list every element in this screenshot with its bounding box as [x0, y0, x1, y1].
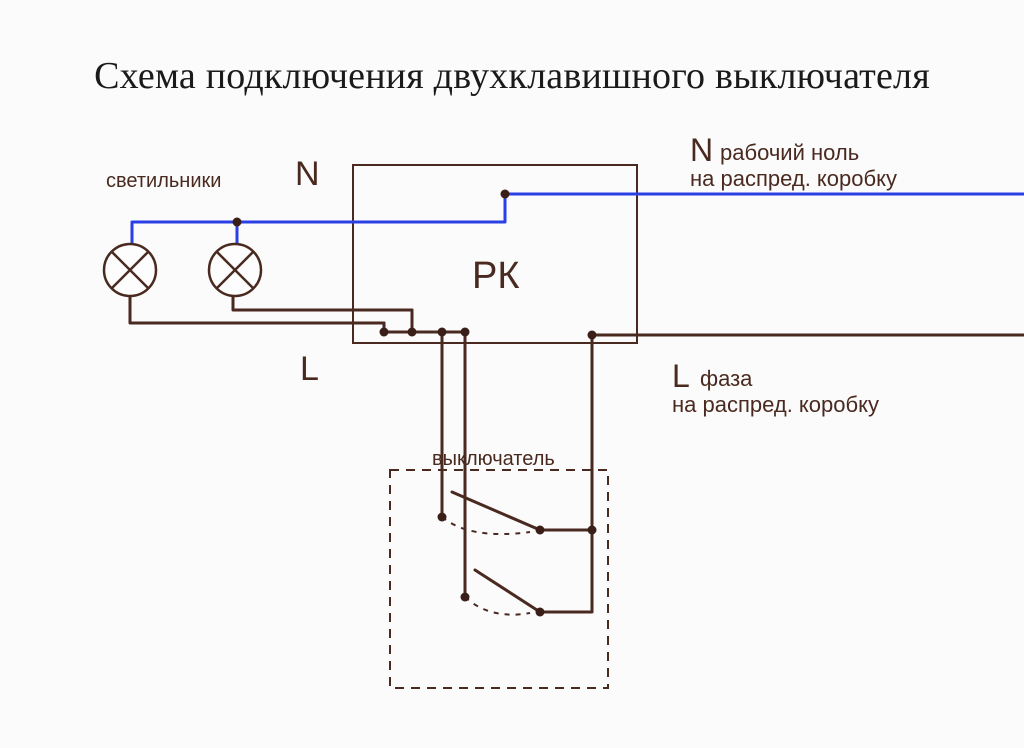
wiring-diagram: [0, 0, 1024, 748]
line-wire-2: [233, 297, 412, 310]
node-2: [380, 328, 389, 337]
node-11: [588, 526, 597, 535]
label-l-desc-big: L: [672, 358, 690, 395]
node-8: [461, 593, 470, 602]
label-pk: РК: [472, 255, 519, 298]
node-0: [501, 190, 510, 199]
label-l-desc-2: фаза: [700, 366, 752, 392]
switch-box: [390, 470, 608, 688]
junction-box: [353, 165, 637, 343]
node-5: [461, 328, 470, 337]
label-lights: светильники: [106, 170, 221, 193]
label-n-desc-3: на распред. коробку: [690, 166, 897, 192]
label-l-letter: L: [300, 350, 319, 389]
node-3: [408, 328, 417, 337]
neutral-wire-1: [132, 194, 505, 243]
node-10: [536, 608, 545, 617]
label-n-desc-2: рабочий ноль: [720, 140, 859, 166]
line-wire-5: [540, 335, 592, 612]
label-switch: выключатель: [432, 448, 555, 471]
node-7: [438, 513, 447, 522]
node-9: [536, 526, 545, 535]
label-n-letter: N: [295, 155, 320, 194]
switch-arm-1: [475, 570, 540, 612]
node-6: [588, 331, 597, 340]
label-n-desc-big: N: [690, 132, 713, 169]
line-wire-3: [384, 323, 442, 515]
label-l-desc-3: на распред. коробку: [672, 392, 879, 418]
node-1: [233, 218, 242, 227]
node-4: [438, 328, 447, 337]
